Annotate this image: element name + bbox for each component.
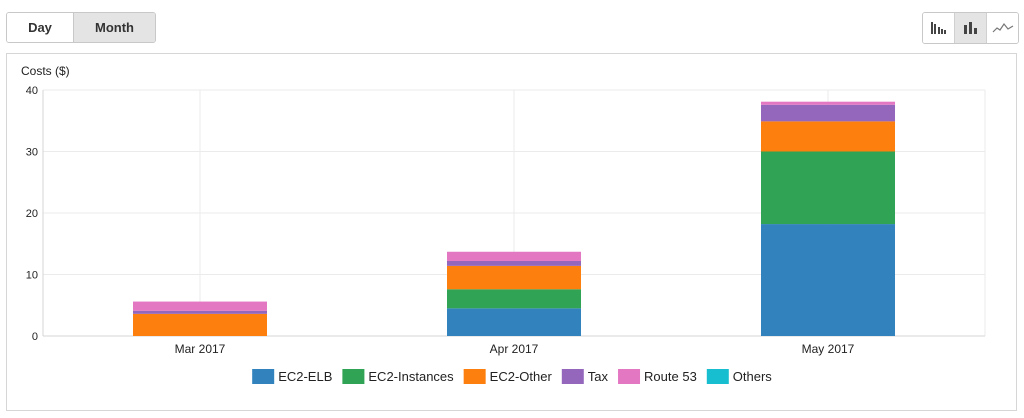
y-axis-title: Costs ($): [21, 64, 70, 78]
legend-label[interactable]: EC2-Other: [490, 369, 553, 384]
bar-segment[interactable]: [447, 308, 581, 336]
stacked-bar-button[interactable]: [954, 13, 986, 43]
legend-swatch[interactable]: [706, 369, 729, 384]
y-tick-label: 0: [32, 331, 38, 343]
legend-label[interactable]: Route 53: [644, 369, 697, 384]
x-tick-label: Mar 2017: [175, 342, 226, 356]
legend-label[interactable]: EC2-Instances: [368, 369, 454, 384]
legend-swatch[interactable]: [342, 369, 365, 384]
bar-segment[interactable]: [133, 313, 267, 336]
y-tick-label: 10: [26, 270, 38, 282]
y-tick-label: 20: [26, 208, 38, 220]
day-button[interactable]: Day: [7, 13, 73, 42]
bar-segment[interactable]: [761, 101, 895, 105]
x-tick-label: Apr 2017: [490, 342, 539, 356]
line-chart-icon: [992, 22, 1013, 33]
legend-swatch[interactable]: [252, 369, 275, 384]
bar-segment[interactable]: [761, 224, 895, 336]
period-toggle: Day Month: [6, 12, 156, 43]
bar-segment[interactable]: [133, 310, 267, 314]
bar-segment[interactable]: [447, 260, 581, 266]
bar-segment[interactable]: [761, 151, 895, 225]
legend-label[interactable]: Tax: [588, 369, 609, 384]
bar-segment[interactable]: [133, 301, 267, 311]
chart-type-toggle: [922, 12, 1019, 44]
bar-segment[interactable]: [761, 121, 895, 152]
stacked-bar-chart: Costs ($) 0 10 20 30 40 Mar 2017 Apr 2017 May 20…: [21, 64, 986, 384]
chart-panel: Costs ($) 0 10 20 30 40 Mar 2017 Apr 2017 May 20…: [6, 53, 1017, 411]
bar-chart-stacked-icon: [963, 22, 977, 34]
bar-segment[interactable]: [447, 289, 581, 309]
legend-swatch[interactable]: [463, 369, 486, 384]
legend-swatch[interactable]: [561, 369, 584, 384]
bar-segment[interactable]: [447, 251, 581, 261]
bar-segment[interactable]: [761, 104, 895, 122]
bar-segment[interactable]: [447, 265, 581, 290]
y-tick-label: 30: [26, 147, 38, 159]
x-tick-label: May 2017: [802, 342, 855, 356]
grouped-bar-button[interactable]: [923, 13, 954, 43]
line-chart-button[interactable]: [986, 13, 1018, 43]
bar-chart-grouped-icon: [930, 22, 946, 34]
legend-label[interactable]: Others: [733, 369, 773, 384]
y-tick-label: 40: [26, 85, 38, 97]
legend-swatch[interactable]: [618, 369, 641, 384]
legend-label[interactable]: EC2-ELB: [278, 369, 332, 384]
month-button[interactable]: Month: [73, 13, 155, 42]
